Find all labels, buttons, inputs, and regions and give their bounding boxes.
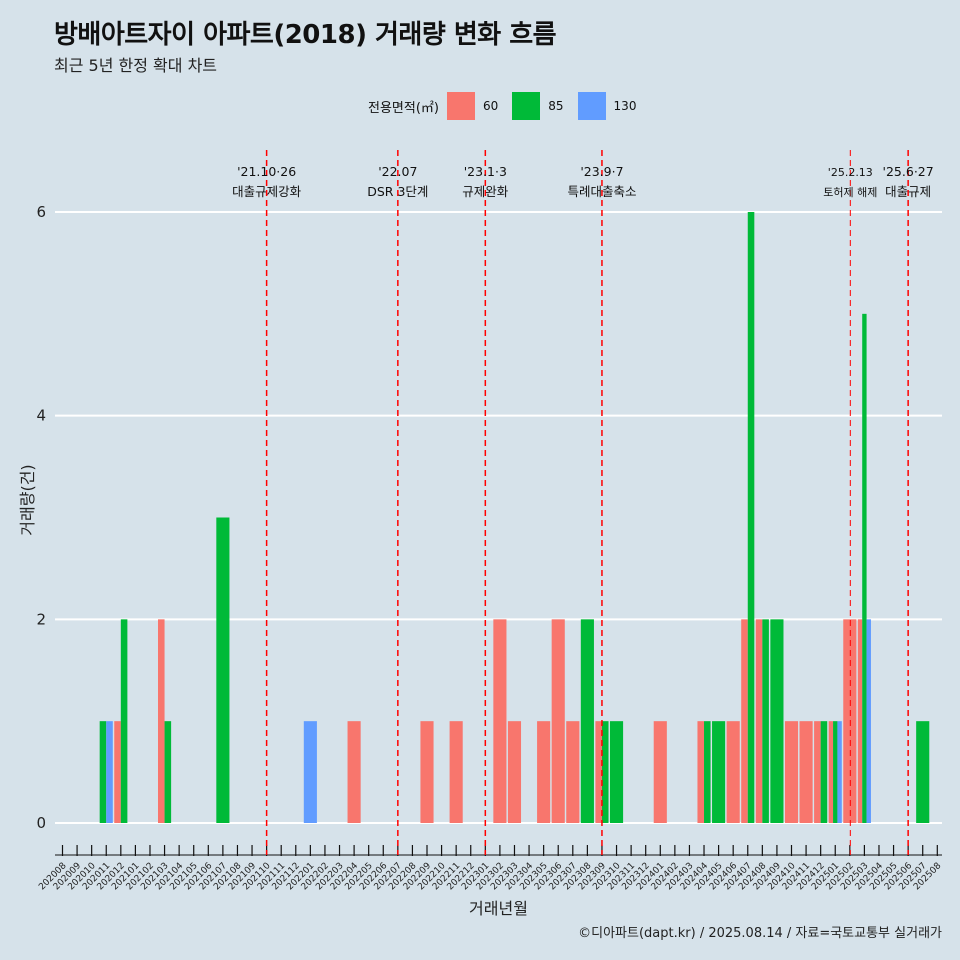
bar-202503-60 bbox=[857, 619, 863, 823]
bar-202011-85 bbox=[99, 721, 107, 823]
legend-label-60: 60 bbox=[482, 99, 499, 113]
bar-202412-60 bbox=[814, 721, 821, 823]
bar-202501-130 bbox=[837, 721, 842, 823]
bar-202406-60 bbox=[726, 721, 740, 823]
y-tick-label-4: 4 bbox=[36, 407, 46, 425]
bar-202405-85 bbox=[712, 721, 726, 823]
bar-202310-85 bbox=[609, 721, 624, 823]
bar-202410-60 bbox=[784, 721, 799, 823]
bar-202412-85 bbox=[820, 721, 828, 823]
bar-202012-60 bbox=[114, 721, 121, 823]
bar-202011-130 bbox=[106, 721, 113, 823]
legend-key-130 bbox=[577, 92, 606, 120]
bar-202503-130 bbox=[866, 619, 871, 823]
chart-subtitle: 최근 5년 한정 확대 차트 bbox=[54, 56, 218, 75]
event-label-202110: 대출규제강화 bbox=[232, 184, 302, 199]
bar-202408-60 bbox=[755, 619, 763, 823]
bar-202407-60 bbox=[741, 619, 748, 823]
legend-label-130: 130 bbox=[613, 99, 637, 113]
legend: 전용면적(㎡) 60 85 130 bbox=[368, 92, 650, 120]
event-date-202110: '21.10·26 bbox=[237, 164, 296, 179]
bar-202409-85 bbox=[770, 619, 784, 823]
bar-202501-85 bbox=[833, 721, 838, 823]
bar-202404-60 bbox=[697, 721, 705, 823]
bar-202103-60 bbox=[157, 619, 165, 823]
y-tick-label-2: 2 bbox=[36, 610, 46, 628]
event-date-202207: '22.07 bbox=[378, 164, 417, 179]
bar-202307-60 bbox=[566, 721, 580, 823]
bar-202103-85 bbox=[164, 721, 172, 823]
legend-title: 전용면적(㎡) bbox=[368, 100, 439, 116]
bar-202303-60 bbox=[507, 721, 522, 823]
bar-202411-60 bbox=[799, 721, 813, 823]
bar-202012-85 bbox=[120, 619, 128, 823]
legend-key-85 bbox=[512, 92, 541, 120]
bar-202309-60 bbox=[595, 721, 602, 823]
y-tick-label-6: 6 bbox=[36, 203, 46, 221]
x-axis-title: 거래년월 bbox=[469, 899, 528, 918]
bar-202408-85 bbox=[762, 619, 769, 823]
bar-202209-60 bbox=[420, 721, 434, 823]
bar-202302-60 bbox=[493, 619, 507, 823]
bar-202309-85 bbox=[601, 721, 609, 823]
bar-202204-60 bbox=[347, 721, 361, 823]
event-label-202207: DSR 3단계 bbox=[367, 184, 428, 199]
chart-title: 방배아트자이 아파트(2018) 거래량 변화 흐름 bbox=[54, 20, 557, 50]
legend-key-60 bbox=[446, 92, 475, 120]
bar-202502-60 bbox=[843, 619, 857, 823]
bar-202306-60 bbox=[551, 619, 565, 823]
bar-202503-85 bbox=[862, 313, 867, 823]
source-caption: ©디아파트(dapt.kr) / 2025.08.14 / 자료=국토교통부 실… bbox=[578, 926, 942, 941]
event-label-202502: 토허제 해제 bbox=[823, 185, 877, 199]
event-label-202301: 규제완화 bbox=[462, 184, 509, 199]
legend-label-85: 85 bbox=[548, 99, 564, 113]
bar-202211-60 bbox=[449, 721, 463, 823]
bar-202308-85 bbox=[580, 619, 594, 823]
bar-202305-60 bbox=[537, 721, 551, 823]
event-label-202506: 대출규제 bbox=[885, 184, 931, 199]
event-date-202301: '23.1·3 bbox=[464, 164, 507, 179]
event-date-202309: '23.9·7 bbox=[580, 164, 623, 179]
bar-202401-60 bbox=[653, 721, 667, 823]
event-date-202506: '25.6·27 bbox=[883, 164, 934, 179]
y-axis-title: 거래량(건) bbox=[18, 464, 37, 535]
bar-202107-85 bbox=[216, 517, 230, 823]
bar-202501-60 bbox=[828, 721, 834, 823]
bar-202404-85 bbox=[704, 721, 711, 823]
bar-202507-85 bbox=[916, 721, 930, 823]
bar-202201-130 bbox=[303, 721, 317, 823]
event-date-202502: '25.2.13 bbox=[828, 166, 873, 179]
y-tick-label-0: 0 bbox=[36, 814, 46, 832]
bar-202407-85 bbox=[747, 212, 755, 823]
event-label-202309: 특례대출축소 bbox=[567, 184, 636, 199]
